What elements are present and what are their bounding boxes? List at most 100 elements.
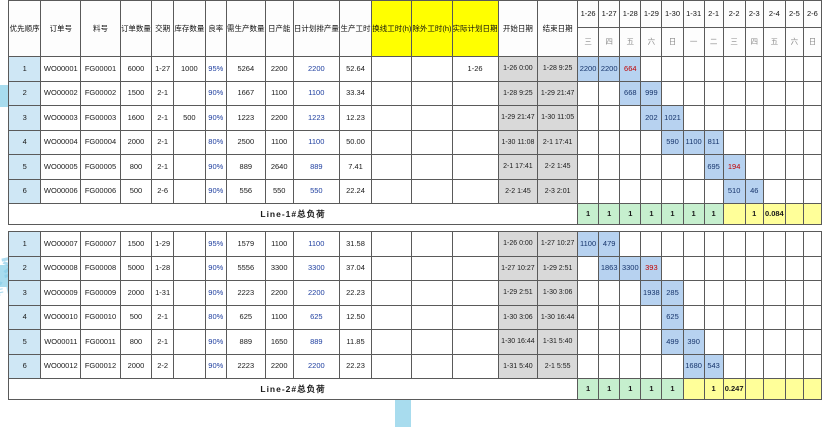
cell-start_date[interactable]: 1-31 5:40 [497,353,539,379]
cell-need_qty[interactable]: 1667 [226,80,266,106]
cell-prod_hours[interactable]: 52.64 [338,56,373,82]
schedule-cell-1-29[interactable] [640,129,663,155]
schedule-cell-2-6[interactable] [802,353,822,379]
cell-yield[interactable]: 90% [204,329,228,355]
cell-yield[interactable]: 90% [204,178,228,204]
cell-seq[interactable]: 5 [7,154,42,180]
schedule-cell-1-28[interactable]: 668 [619,80,642,106]
cell-seq[interactable]: 6 [7,353,42,379]
cell-prod_hours[interactable]: 22.23 [338,353,373,379]
cell-need_qty[interactable]: 1223 [226,105,266,131]
cell-actual_plan_date[interactable] [451,178,499,204]
cell-prod_hours[interactable]: 12.23 [338,105,373,131]
cell-prod_hours[interactable]: 33.34 [338,80,373,106]
schedule-cell-2-2[interactable] [722,329,746,355]
cell-order_no[interactable]: WO00011 [40,329,82,355]
date-column-header-1-26[interactable]: 1-26 [577,0,600,28]
cell-need_qty[interactable]: 5556 [226,255,266,281]
schedule-cell-1-30[interactable]: 285 [661,280,684,306]
schedule-cell-2-1[interactable] [703,231,724,257]
cell-due_date[interactable]: 2-1 [151,129,175,155]
schedule-cell-2-5[interactable] [784,353,804,379]
cell-day_plan[interactable]: 2200 [292,56,340,82]
cell-order_qty[interactable]: 2000 [119,280,153,306]
cell-end_date[interactable]: 1-28 9:25 [537,56,579,82]
cell-end_date[interactable]: 1-30 16:44 [537,304,579,330]
schedule-cell-2-6[interactable] [802,231,822,257]
schedule-cell-1-26[interactable] [577,329,600,355]
cell-day_cap[interactable]: 2640 [264,154,294,180]
cell-excluded[interactable] [411,129,453,155]
cell-part_no[interactable]: FG00001 [80,56,121,82]
cell-excluded[interactable] [411,56,453,82]
cell-part_no[interactable]: FG00005 [80,154,121,180]
schedule-cell-2-5[interactable] [784,280,804,306]
column-header-changeover[interactable]: 换线工时(h) [371,0,413,57]
table-row[interactable]: 2 WO00008 FG00008 5000 1-28 90% 5556 3300 3300 37… [7,255,822,281]
cell-end_date[interactable]: 1-29 21:47 [537,80,579,106]
date-column-header-1-29[interactable]: 1-29 [640,0,663,28]
cell-excluded[interactable] [411,280,453,306]
cell-day_plan[interactable]: 2200 [292,280,340,306]
schedule-cell-2-5[interactable] [784,105,804,131]
cell-due_date[interactable]: 2-1 [151,80,175,106]
schedule-cell-1-30[interactable]: 1021 [661,105,684,131]
cell-end_date[interactable]: 2-1 17:41 [537,129,579,155]
cell-day_cap[interactable]: 2200 [264,105,294,131]
cell-excluded[interactable] [411,80,453,106]
cell-prod_hours[interactable]: 7.41 [338,154,373,180]
cell-start_date[interactable]: 2-2 1:45 [497,178,539,204]
cell-day_plan[interactable]: 550 [292,178,340,204]
cell-order_no[interactable]: WO00005 [40,154,82,180]
schedule-cell-2-4[interactable] [762,154,786,180]
cell-order_qty[interactable]: 800 [119,154,153,180]
cell-excluded[interactable] [411,329,453,355]
cell-end_date[interactable]: 1-30 11:05 [537,105,579,131]
cell-excluded[interactable] [411,154,453,180]
schedule-cell-1-28[interactable] [619,280,642,306]
schedule-cell-2-4[interactable] [762,178,786,204]
schedule-cell-1-30[interactable] [661,353,684,379]
schedule-cell-2-2[interactable] [722,56,746,82]
cell-day_plan[interactable]: 889 [292,329,340,355]
cell-order_qty[interactable]: 1500 [119,80,153,106]
schedule-cell-2-4[interactable] [762,56,786,82]
cell-excluded[interactable] [411,353,453,379]
schedule-cell-2-6[interactable] [802,56,822,82]
cell-need_qty[interactable]: 5264 [226,56,266,82]
table-row[interactable]: 4 WO00010 FG00010 500 2-1 80% 625 1100 625 12.50 1… [7,304,822,330]
schedule-cell-1-27[interactable] [598,329,621,355]
cell-day_plan[interactable]: 889 [292,154,340,180]
schedule-cell-2-2[interactable] [722,255,746,281]
date-column-header-2-5[interactable]: 2-5 [784,0,804,28]
schedule-cell-2-3[interactable] [744,280,764,306]
cell-changeover[interactable] [371,304,413,330]
schedule-cell-2-6[interactable] [802,154,822,180]
cell-order_no[interactable]: WO00010 [40,304,82,330]
cell-need_qty[interactable]: 2500 [226,129,266,155]
cell-end_date[interactable]: 2-1 5:55 [537,353,579,379]
cell-seq[interactable]: 1 [7,231,42,257]
schedule-cell-2-1[interactable] [703,80,724,106]
schedule-cell-1-26[interactable] [577,280,600,306]
schedule-cell-1-31[interactable]: 390 [682,329,705,355]
schedule-cell-2-3[interactable] [744,80,764,106]
schedule-cell-2-5[interactable] [784,80,804,106]
cell-due_date[interactable]: 1-29 [151,231,175,257]
cell-prod_hours[interactable]: 37.04 [338,255,373,281]
schedule-cell-2-2[interactable] [722,353,746,379]
cell-start_date[interactable]: 1-30 11:08 [497,129,539,155]
cell-due_date[interactable]: 1-27 [151,56,175,82]
schedule-cell-1-26[interactable] [577,304,600,330]
cell-need_qty[interactable]: 889 [226,154,266,180]
column-header-prod_hours[interactable]: 生产工时 [338,0,373,57]
schedule-cell-1-29[interactable] [640,56,663,82]
schedule-cell-2-5[interactable] [784,129,804,155]
schedule-cell-2-5[interactable] [784,329,804,355]
schedule-cell-2-5[interactable] [784,304,804,330]
cell-due_date[interactable]: 1-31 [151,280,175,306]
cell-end_date[interactable]: 2-2 1:45 [537,154,579,180]
cell-actual_plan_date[interactable] [451,105,499,131]
column-header-order_no[interactable]: 订单号 [40,0,82,57]
schedule-cell-2-2[interactable] [722,231,746,257]
